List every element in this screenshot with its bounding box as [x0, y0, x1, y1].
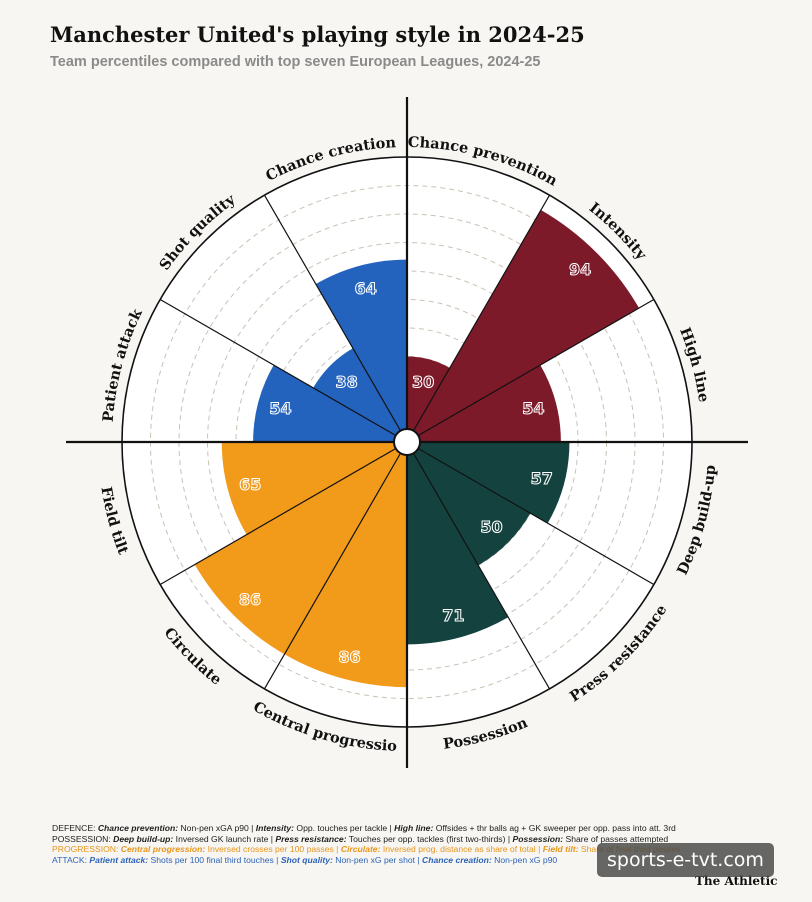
value-label: 71: [442, 606, 464, 625]
footer-fragment: Intensity:: [255, 823, 294, 833]
footer-fragment: Non-pen xG p90: [491, 854, 558, 865]
footer-fragment: Inversed prog. distance as share of tota…: [380, 844, 543, 855]
footer-fragment: Shots per 100 final third touches |: [148, 854, 281, 865]
sector-divider: [406, 441, 551, 690]
footer-fragment: Patient attack:: [89, 854, 149, 865]
value-label: 65: [239, 475, 261, 494]
chart-subtitle: Team percentiles compared with top seven…: [50, 54, 541, 70]
footer-possession: POSSESSION: Deep build-up: Inversed GK l…: [52, 834, 792, 845]
value-label: 94: [569, 260, 591, 279]
footer-fragment: Touches per opp. tackles (first two-thir…: [346, 833, 513, 844]
sector-divider: [406, 298, 655, 443]
value-label: 54: [269, 399, 291, 418]
bar-chance-creation: [315, 259, 407, 442]
watermark: sports-e-tvt.com: [597, 843, 774, 877]
footer-fragment: PROGRESSION:: [52, 844, 121, 855]
footer-fragment: ATTACK:: [52, 854, 90, 865]
bar-deep-build-up: [407, 442, 570, 524]
footer-fragment: Inversed crosses per 100 passes |: [205, 844, 341, 855]
footer-fragment: Non-pen xG per shot |: [332, 854, 423, 865]
footer-fragment: Field tilt:: [542, 844, 579, 855]
footer-defence: DEFENCE: Chance prevention: Non-pen xGA …: [52, 823, 792, 834]
bar-possession: [407, 442, 509, 645]
value-label: 86: [239, 590, 261, 609]
footer-fragment: High line:: [394, 823, 434, 833]
footer-fragment: Central progression:: [120, 844, 206, 855]
value-label: 64: [355, 279, 377, 298]
value-label: 50: [480, 517, 502, 536]
footer-attack: ATTACK: Patient attack: Shots per 100 fi…: [52, 855, 792, 866]
footer-fragment: POSSESSION:: [52, 833, 114, 844]
bar-chance-prevention: [407, 356, 450, 442]
value-label: 57: [531, 469, 553, 488]
value-label: 38: [336, 373, 358, 392]
bar-press-resistance: [407, 442, 531, 566]
footer-fragment: Circulate:: [340, 844, 381, 855]
footer-fragment: Possession:: [512, 833, 564, 844]
footer-fragment: DEFENCE:: [52, 823, 98, 833]
bar-high-line: [407, 365, 561, 442]
footer-fragment: Chance prevention:: [97, 823, 179, 833]
chart-title: Manchester United's playing style in 202…: [50, 22, 585, 47]
brand-logo: The Athletic: [695, 874, 778, 888]
bar-intensity: [407, 209, 640, 442]
bar-circulate: [194, 442, 407, 655]
value-label: 86: [338, 648, 360, 667]
sector-divider: [406, 194, 551, 443]
sector-divider: [263, 194, 408, 443]
sector-divider: [159, 441, 408, 586]
value-label: 30: [412, 373, 434, 392]
footer-fragment: Inversed GK launch rate |: [173, 833, 276, 844]
footer-fragment: Shot quality:: [280, 854, 333, 865]
footer-fragment: Opp. touches per tackle |: [294, 823, 395, 833]
center-hub: [393, 428, 421, 456]
bar-central-progression: [284, 442, 407, 688]
footer-fragment: Press resistance:: [275, 833, 347, 844]
footer-fragment: Offsides + thr balls ag + GK sweeper per…: [433, 823, 676, 833]
sector-divider: [159, 298, 408, 443]
bar-field-tilt: [221, 442, 407, 535]
footer-fragment: Share of passes attempted: [563, 833, 669, 844]
sector-divider: [263, 441, 408, 690]
sector-divider: [406, 441, 655, 586]
value-label: 54: [522, 399, 544, 418]
footer-fragment: Chance creation:: [422, 854, 492, 865]
bar-shot-quality: [313, 348, 407, 442]
bar-patient-attack: [253, 365, 407, 442]
footer-fragment: Non-pen xGA p90 |: [178, 823, 256, 833]
footer-fragment: Deep build-up:: [113, 833, 174, 844]
